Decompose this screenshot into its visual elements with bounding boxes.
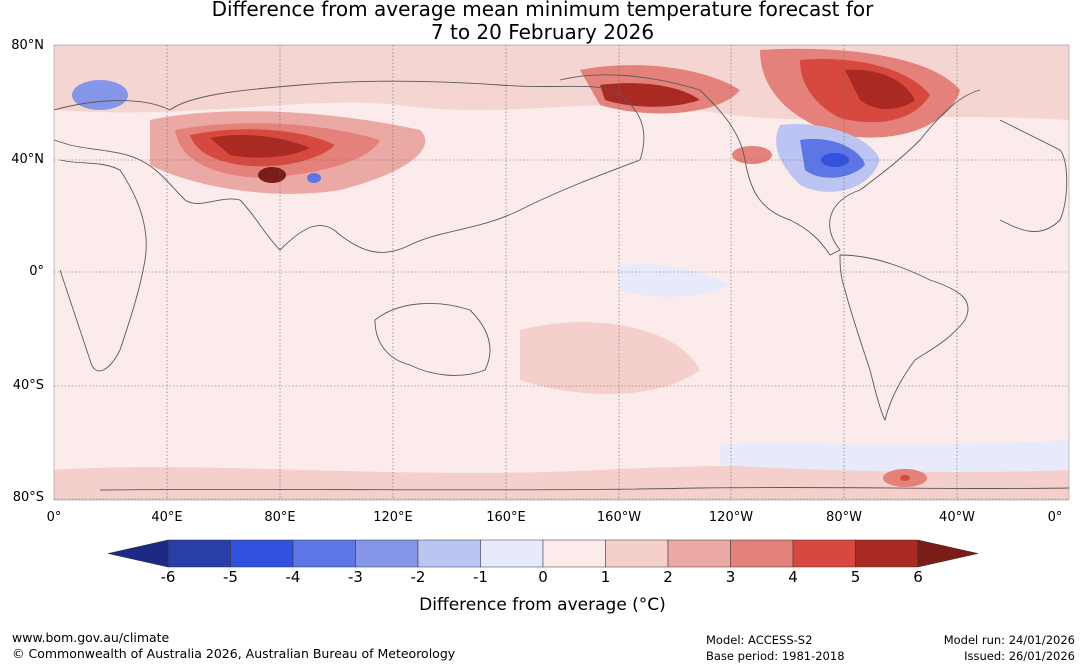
website-link[interactable]: www.bom.gov.au/climate — [12, 630, 170, 645]
colorbar-cell — [730, 539, 794, 568]
colorbar-cell — [480, 539, 544, 568]
colorbar-cell — [855, 539, 919, 568]
lat-label-80s: 80°S — [12, 490, 44, 505]
asia-hot-core — [210, 135, 310, 158]
anomaly-band-equatorial-cool — [620, 263, 730, 297]
colorbar-tick-label: 3 — [725, 568, 736, 586]
lon-label-80w: 80°W — [826, 510, 862, 525]
issued-date: Issued: 26/01/2026 — [964, 649, 1075, 663]
footer-left: www.bom.gov.au/climate © Commonwealth of… — [12, 630, 455, 662]
lon-label-40w: 40°W — [939, 510, 975, 525]
anomaly-band-south-pacific — [520, 322, 700, 394]
model-run-date: Model run: 24/01/2026 — [943, 633, 1075, 647]
chart-title-line2: 7 to 20 February 2026 — [430, 20, 655, 44]
graticule — [54, 45, 1069, 500]
asia-hot-spot — [258, 167, 286, 183]
colorbar-tick-label: 0 — [538, 568, 548, 586]
colorbar-tick-label: 5 — [850, 568, 861, 586]
colorbar-cell — [292, 539, 356, 568]
coastlines — [54, 74, 1069, 491]
footer-dates: Model run: 24/01/2026 Issued: 26/01/2026 — [944, 632, 1075, 664]
lon-label-120e: 120°E — [373, 510, 413, 525]
model-name: Model: ACCESS-S2 — [706, 633, 813, 647]
colorbar-cell — [355, 539, 419, 568]
lat-label-0: 0° — [29, 264, 44, 279]
colorbar-tick-label: 6 — [913, 568, 923, 586]
colorbar-tick-label: -1 — [473, 568, 488, 586]
colorbar-cell — [167, 539, 231, 568]
colorbar-extend-low — [107, 539, 169, 568]
canada-warm-inner — [845, 69, 915, 109]
colorbar-cell — [230, 539, 294, 568]
base-period: Base period: 1981-2018 — [706, 649, 845, 663]
lon-label-0-right: 0° — [1047, 510, 1063, 525]
alaska-warm-inner — [600, 83, 700, 107]
colorbar-tick-label: -5 — [223, 568, 238, 586]
lon-label-40e: 40°E — [151, 510, 183, 525]
tibet-cold — [307, 173, 321, 183]
lat-label-40n: 40°N — [11, 152, 44, 167]
lat-label-80n: 80°N — [11, 38, 44, 53]
colorbar-cell — [792, 539, 856, 568]
footer-model-info: Model: ACCESS-S2 Base period: 1981-2018 — [706, 632, 845, 664]
colorbar-cell — [667, 539, 731, 568]
colorbar-tick-label: -2 — [410, 568, 426, 586]
lon-label-80e: 80°E — [264, 510, 296, 525]
lon-label-120w: 120°W — [708, 510, 754, 525]
western-us-warm — [732, 146, 772, 164]
colorbar-cell — [542, 539, 606, 568]
colorbar-extend-high — [917, 539, 979, 568]
colorbar-tick-label: 2 — [663, 568, 673, 586]
antarctic-peninsula-hot — [900, 475, 910, 481]
colorbar-label: Difference from average (°C) — [419, 595, 666, 615]
colorbar-cell — [605, 539, 669, 568]
lon-label-160w: 160°W — [596, 510, 642, 525]
colorbar-tick-label: 4 — [788, 568, 798, 586]
scandinavia-cold — [72, 80, 128, 110]
anomaly-band-antarctic-cool — [720, 440, 1069, 473]
chart-title-line1: Difference from average mean minimum tem… — [211, 0, 874, 21]
colorbar-tick-label: 1 — [600, 568, 611, 586]
colorbar-tick-label: -4 — [285, 568, 301, 586]
anomaly-band-southern-ocean — [54, 465, 1069, 500]
lon-label-0-left: 0° — [46, 510, 62, 525]
colorbar-tick-label: -3 — [348, 568, 363, 586]
lat-label-40s: 40°S — [12, 378, 44, 393]
colorbar-cell — [417, 539, 481, 568]
colorbar-tick-label: -6 — [160, 568, 176, 586]
lon-label-160e: 160°E — [486, 510, 526, 525]
copyright-text: © Commonwealth of Australia 2026, Austra… — [12, 646, 456, 661]
